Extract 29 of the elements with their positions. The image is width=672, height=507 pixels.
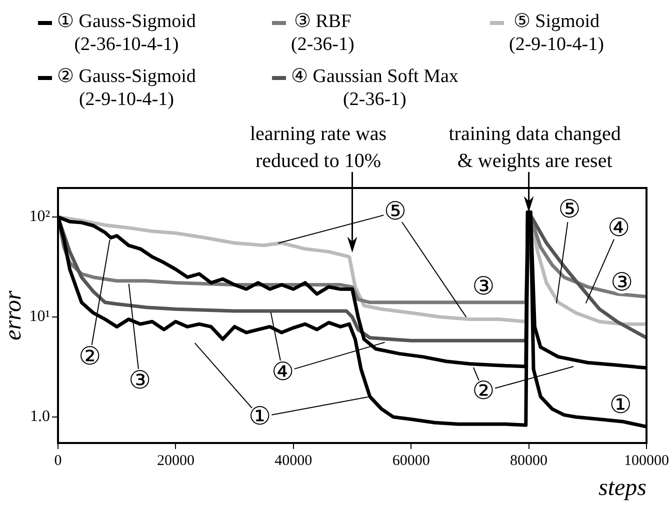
x-tick-label: 80000 — [510, 452, 548, 469]
legend-label: ② Gauss-Sigmoid (2-9-10-4-1) — [57, 65, 196, 111]
annotation: learning rate was reduced to 10% — [250, 123, 387, 172]
annotation: ② — [78, 341, 101, 370]
legend-label: ③ RBF (2-36-1) — [291, 10, 354, 56]
x-tick-label: 60000 — [392, 452, 430, 469]
annotation: training data changed & weights are reset — [448, 123, 621, 172]
annotation: ④ — [272, 356, 294, 386]
x-tick-label: 20000 — [156, 452, 194, 469]
annotation: ⑤ — [384, 196, 406, 226]
x-tick-label: 0 — [54, 452, 62, 469]
annotation: ① — [248, 402, 272, 431]
legend-label: ⑤ Sigmoid (2-9-10-4-1) — [509, 10, 604, 56]
legend-label: ① Gauss-Sigmoid (2-36-10-4-1) — [57, 10, 196, 56]
y-axis-title: error — [0, 290, 27, 340]
annotation: ③ — [472, 271, 495, 300]
x-axis-title: steps — [598, 474, 646, 501]
x-tick-label: 40000 — [274, 452, 312, 469]
annotation: ④ — [608, 212, 630, 242]
y-tick-label: 1.0 — [30, 408, 50, 426]
annotation: ③ — [128, 365, 152, 394]
x-tick-label: 100000 — [624, 452, 669, 469]
legend-label: ④ Gaussian Soft Max (2-36-1) — [291, 65, 458, 111]
annotation: ③ — [610, 267, 633, 296]
annotation: ② — [472, 376, 495, 405]
y-tick-label: 10² — [29, 208, 50, 226]
y-tick-label: 10¹ — [29, 308, 50, 326]
annotation: ⑤ — [558, 194, 581, 224]
annotation: ① — [609, 390, 632, 420]
